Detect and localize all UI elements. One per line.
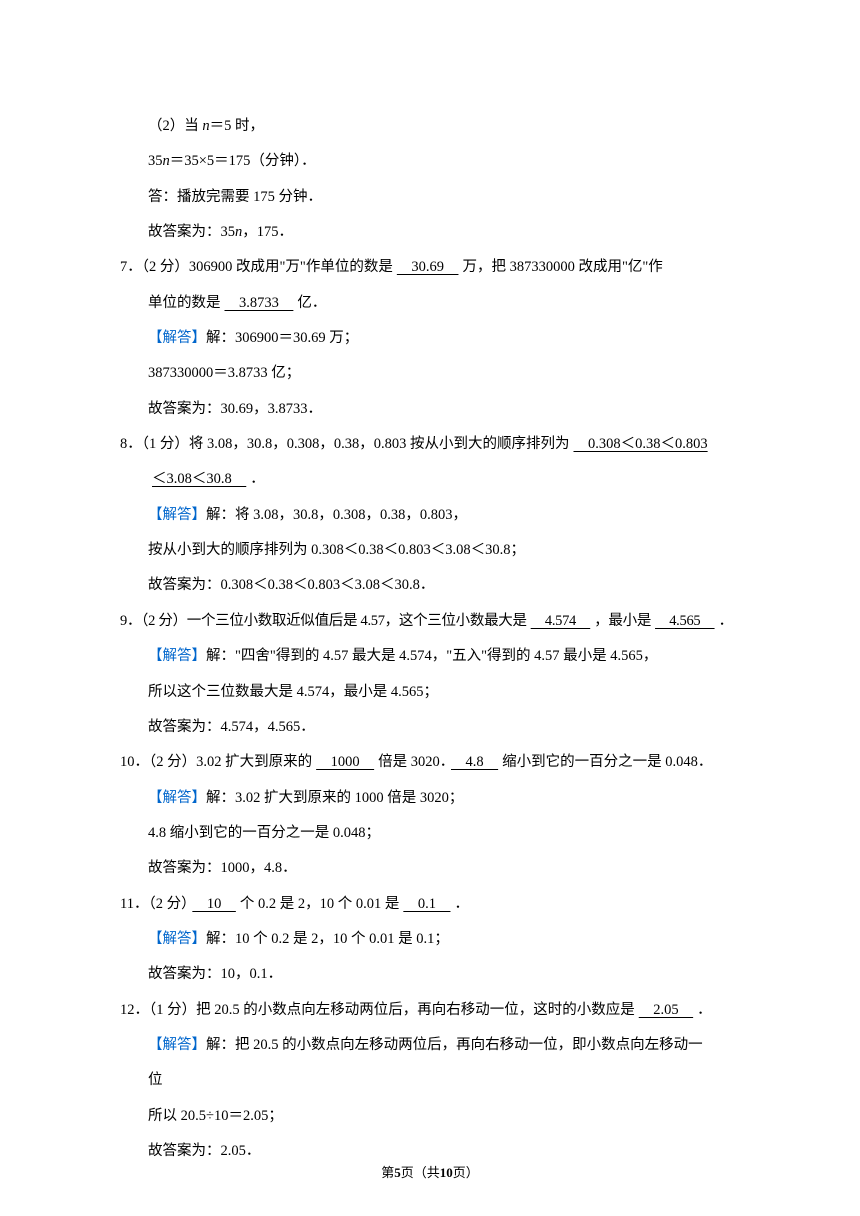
- answer-tag: 【解答】: [148, 931, 206, 947]
- q10-solution-line2: 4.8 缩小到它的一百分之一是 0.048；: [120, 817, 740, 850]
- q8-solution-line1: 【解答】解：将 3.08，30.8，0.308，0.38，0.803，: [120, 499, 740, 532]
- q11-solution-line2: 故答案为：10，0.1．: [120, 958, 740, 991]
- q6-calc: 35n＝35×5＝175（分钟）．: [120, 145, 740, 178]
- q8-solution-line2: 按从小到大的顺序排列为 0.308＜0.38＜0.803＜3.08＜30.8；: [120, 534, 740, 567]
- q10-stem: 10．（2 分）3.02 扩大到原来的 1000 倍是 3020． 4.8 缩小…: [120, 746, 740, 779]
- q7-stem-line1: 7．（2 分）306900 改成用"万"作单位的数是 30.69 万，把 387…: [120, 251, 740, 284]
- q7-solution-line2: 387330000＝3.8733 亿；: [120, 357, 740, 390]
- document-page: （2）当 n＝5 时， 35n＝35×5＝175（分钟）． 答：播放完需要 17…: [0, 0, 860, 1168]
- page-footer: 第5页（共10页）: [0, 1158, 860, 1188]
- answer-tag: 【解答】: [148, 648, 206, 664]
- q10-blank2: 4.8: [447, 754, 502, 770]
- q9-solution-line2: 所以这个三位数最大是 4.574，最小是 4.565；: [120, 676, 740, 709]
- q11-stem: 11．（2 分） 10 个 0.2 是 2，10 个 0.01 是 0.1 ．: [120, 888, 740, 921]
- q11-solution-line1: 【解答】解：10 个 0.2 是 2，10 个 0.01 是 0.1；: [120, 923, 740, 956]
- q6-sub2: （2）当 n＝5 时，: [120, 110, 740, 143]
- q9-solution-line1: 【解答】解："四舍"得到的 4.57 最大是 4.574，"五入"得到的 4.5…: [120, 640, 740, 673]
- q11-blank2: 0.1: [399, 896, 454, 912]
- q10-blank1: 1000: [312, 754, 378, 770]
- q7-blank2: 3.8733: [221, 295, 298, 311]
- q6-answer-text: 答：播放完需要 175 分钟．: [120, 181, 740, 214]
- q12-solution-line3: 所以 20.5÷10＝2.05；: [120, 1100, 740, 1133]
- q12-solution-line2: 位: [120, 1064, 740, 1097]
- q6-final: 故答案为：35n，175．: [120, 216, 740, 249]
- answer-tag: 【解答】: [148, 330, 206, 346]
- q10-solution-line3: 故答案为：1000，4.8．: [120, 852, 740, 885]
- q7-blank1: 30.69: [393, 259, 463, 275]
- q12-stem: 12．（1 分）把 20.5 的小数点向左移动两位后，再向右移动一位，这时的小数…: [120, 994, 740, 1027]
- q12-solution-line1: 【解答】解：把 20.5 的小数点向左移动两位后，再向右移动一位，即小数点向左移…: [120, 1029, 740, 1062]
- q8-solution-line3: 故答案为：0.308＜0.38＜0.803＜3.08＜30.8．: [120, 569, 740, 602]
- q12-blank1: 2.05: [635, 1002, 697, 1018]
- q7-solution-line1: 【解答】解：306900＝30.69 万；: [120, 322, 740, 355]
- q11-blank1: 10: [188, 896, 240, 912]
- q7-solution-line3: 故答案为：30.69，3.8733．: [120, 393, 740, 426]
- q9-blank1: 4.574: [527, 613, 595, 629]
- q9-blank2: 4.565: [651, 613, 719, 629]
- answer-tag: 【解答】: [148, 1037, 206, 1053]
- answer-tag: 【解答】: [148, 507, 206, 523]
- q9-stem: 9．（2 分）一个三位小数取近似值后是 4.57，这个三位小数最大是 4.574…: [120, 605, 740, 638]
- q7-stem-line2: 单位的数是 3.8733 亿．: [120, 287, 740, 320]
- q8-blank2: ＜3.08＜30.8: [148, 471, 250, 487]
- q8-stem-line2: ＜3.08＜30.8 ．: [120, 463, 740, 496]
- q9-solution-line3: 故答案为：4.574，4.565．: [120, 711, 740, 744]
- q10-solution-line1: 【解答】解：3.02 扩大到原来的 1000 倍是 3020；: [120, 782, 740, 815]
- answer-tag: 【解答】: [148, 790, 206, 806]
- q8-blank1: 0.308＜0.38＜0.803: [570, 436, 712, 452]
- q8-stem-line1: 8．（1 分）将 3.08，30.8，0.308，0.38，0.803 按从小到…: [120, 428, 740, 461]
- page-number-total: 10: [440, 1165, 453, 1180]
